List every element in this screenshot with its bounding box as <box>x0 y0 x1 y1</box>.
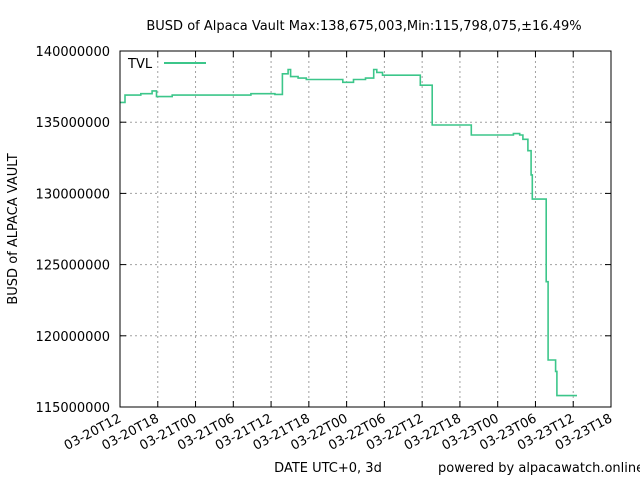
series-line-tvl <box>120 68 577 397</box>
x-axis-ticks: 03-20T1203-20T1803-21T0003-21T0603-21T12… <box>62 51 615 454</box>
chart-title: BUSD of Alpaca Vault Max:138,675,003,Min… <box>146 19 581 34</box>
legend-label-tvl: TVL <box>127 57 153 72</box>
legend: TVL <box>127 57 206 72</box>
credit-text: powered by alpacawatch.online <box>438 461 640 476</box>
y-tick-label: 135000000 <box>36 116 110 131</box>
y-tick-label: 140000000 <box>36 45 110 60</box>
y-axis-ticks: 115000000 120000000 125000000 130000000 1350… <box>36 45 611 416</box>
y-axis-label: BUSD of ALPACA VAULT <box>6 153 21 304</box>
series-layer <box>120 68 577 397</box>
y-tick-label: 130000000 <box>36 187 110 202</box>
y-tick-label: 115000000 <box>36 401 110 416</box>
plot-frame <box>119 50 612 408</box>
y-tick-label: 125000000 <box>36 259 110 274</box>
grid-lines <box>120 51 611 407</box>
x-axis-label: DATE UTC+0, 3d <box>274 461 382 476</box>
y-tick-label: 120000000 <box>36 330 110 345</box>
